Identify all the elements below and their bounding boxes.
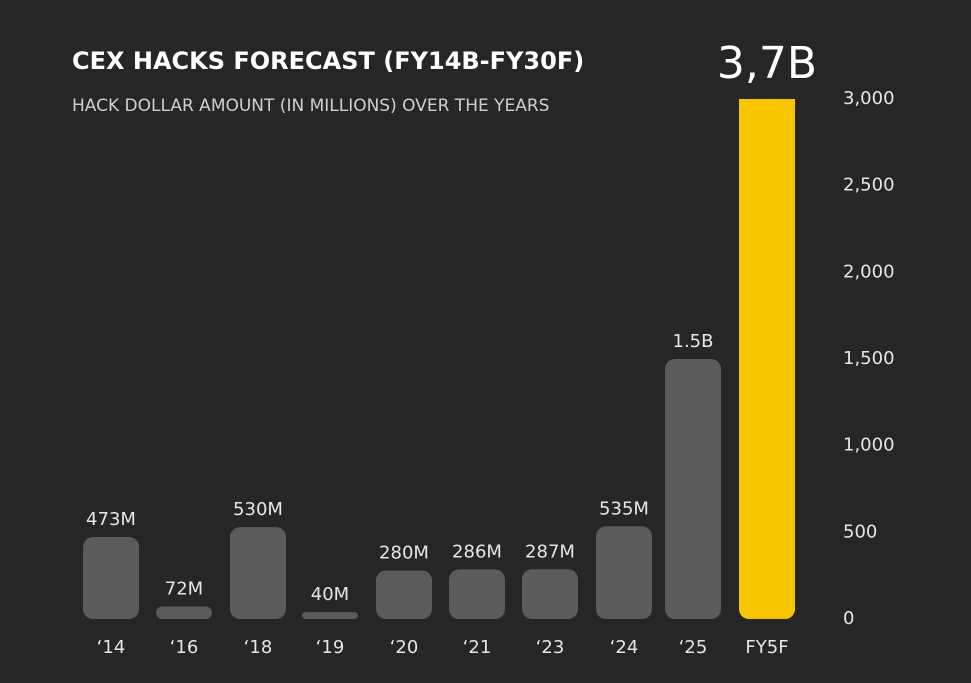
- y-tick-label: 1,500: [843, 348, 895, 369]
- bar: [83, 537, 139, 619]
- bar: [230, 527, 286, 619]
- value-label: 286M: [452, 541, 502, 562]
- value-label: 530M: [233, 499, 283, 520]
- bar: [739, 99, 795, 619]
- value-label: 72M: [165, 579, 203, 600]
- x-tick-label: ‘20: [390, 637, 419, 658]
- y-tick-label: 2,500: [843, 175, 895, 196]
- x-tick-label: ‘24: [610, 637, 639, 658]
- value-label: 473M: [86, 509, 136, 530]
- y-tick-label: 1,000: [843, 435, 895, 456]
- chart-title: CEX HACKS FORECAST (FY14B-FY30F): [72, 47, 584, 75]
- chart-subtitle: HACK DOLLAR AMOUNT (IN MILLIONS) OVER TH…: [72, 96, 549, 116]
- bar: [156, 606, 212, 619]
- x-tick-label: FY5F: [745, 637, 788, 658]
- value-label: 1.5B: [673, 331, 714, 352]
- x-tick-label: ‘25: [679, 637, 708, 658]
- value-label: 3,7B: [717, 38, 817, 89]
- x-tick-label: ‘14: [97, 637, 126, 658]
- y-tick-label: 2,000: [843, 261, 895, 282]
- bar: [522, 569, 578, 619]
- value-label: 287M: [525, 541, 575, 562]
- y-tick-label: 3,000: [843, 88, 895, 109]
- bar: [596, 526, 652, 619]
- bar: [449, 569, 505, 619]
- value-label: 40M: [311, 584, 349, 605]
- bar: [376, 570, 432, 619]
- bar: [665, 359, 721, 619]
- value-label: 280M: [379, 542, 429, 563]
- x-tick-label: ‘19: [316, 637, 345, 658]
- y-tick-label: 500: [843, 521, 877, 542]
- x-tick-label: ‘23: [536, 637, 565, 658]
- x-tick-label: ‘21: [463, 637, 492, 658]
- value-label: 535M: [599, 498, 649, 519]
- x-tick-label: ‘18: [244, 637, 273, 658]
- y-tick-label: 0: [843, 608, 854, 629]
- x-tick-label: ‘16: [170, 637, 199, 658]
- bar: [302, 612, 358, 619]
